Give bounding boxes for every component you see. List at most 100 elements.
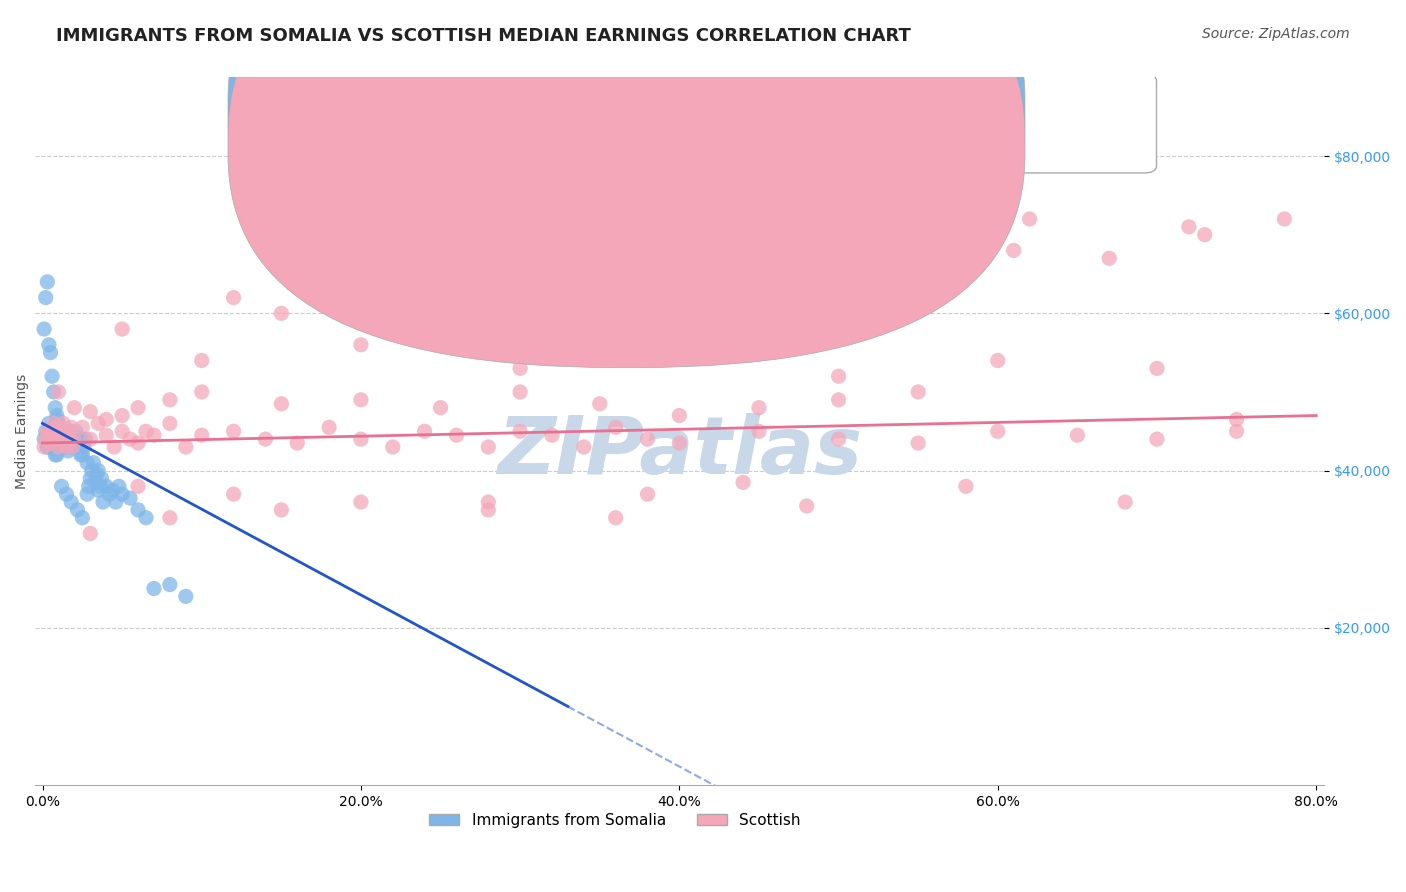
Point [49,440,72,454]
Text: ZIPatlas: ZIPatlas [496,414,862,491]
Point [76,487,98,501]
Point [477,495,499,509]
Point [62,440,84,454]
Point [350,338,373,352]
FancyBboxPatch shape [228,0,1025,368]
Point [1178,219,1201,234]
Point [111,409,134,423]
Point [96,479,118,493]
Point [56,424,79,438]
FancyBboxPatch shape [228,0,1025,332]
Point [51,479,73,493]
Point [763,271,786,285]
Point [67,436,90,450]
Point [1098,252,1121,266]
Point [87,483,110,498]
Point [652,278,675,293]
Point [84,475,107,490]
Point [101,483,124,498]
Point [87,417,110,431]
Point [955,479,977,493]
Point [69,432,91,446]
Point [63,440,86,454]
Point [446,428,468,442]
Point [63,432,86,446]
Point [907,436,929,450]
Point [48,384,70,399]
Point [270,503,292,517]
Point [350,432,373,446]
Point [111,322,134,336]
Text: R =  0.071   N = 89: R = 0.071 N = 89 [647,136,810,153]
Point [87,464,110,478]
Point [79,526,101,541]
Point [350,495,373,509]
Point [135,510,157,524]
Point [541,428,564,442]
Point [51,436,73,450]
Point [39,428,62,442]
Point [41,436,63,450]
Point [42,417,65,431]
Point [75,432,97,446]
Point [65,440,87,454]
Point [45,420,67,434]
Point [44,432,66,446]
Point [79,404,101,418]
Point [45,409,67,423]
Point [1066,428,1088,442]
Point [72,448,94,462]
Point [104,495,127,509]
Point [731,475,754,490]
Point [143,428,166,442]
Point [69,448,91,462]
Point [37,440,59,454]
Point [668,345,690,359]
Point [60,420,83,434]
Point [39,436,62,450]
Point [1146,432,1168,446]
Point [159,417,181,431]
Point [111,424,134,438]
Point [96,428,118,442]
Point [700,244,723,258]
Point [1226,424,1249,438]
Point [1272,211,1295,226]
Point [318,420,340,434]
Point [89,479,111,493]
Point [39,345,62,359]
Point [190,428,212,442]
Point [32,322,55,336]
Point [37,275,59,289]
Point [51,432,73,446]
Text: Source: ZipAtlas.com: Source: ZipAtlas.com [1202,27,1350,41]
Point [38,428,60,442]
Point [1018,211,1040,226]
Point [796,499,818,513]
Point [32,432,55,446]
Point [827,392,849,407]
Point [60,432,83,446]
Point [48,417,70,431]
Point [37,440,59,454]
Point [63,401,86,415]
Point [190,353,212,368]
Point [91,495,114,509]
Point [60,440,83,454]
Point [103,440,125,454]
Point [477,440,499,454]
Point [135,424,157,438]
Point [827,432,849,446]
Point [62,428,84,442]
Point [127,436,149,450]
Point [66,432,89,446]
Point [875,259,897,273]
Point [42,420,65,434]
Point [987,424,1010,438]
Point [90,471,112,485]
Point [35,432,58,446]
Point [44,448,66,462]
Point [222,291,245,305]
Point [637,487,659,501]
FancyBboxPatch shape [589,74,1157,173]
